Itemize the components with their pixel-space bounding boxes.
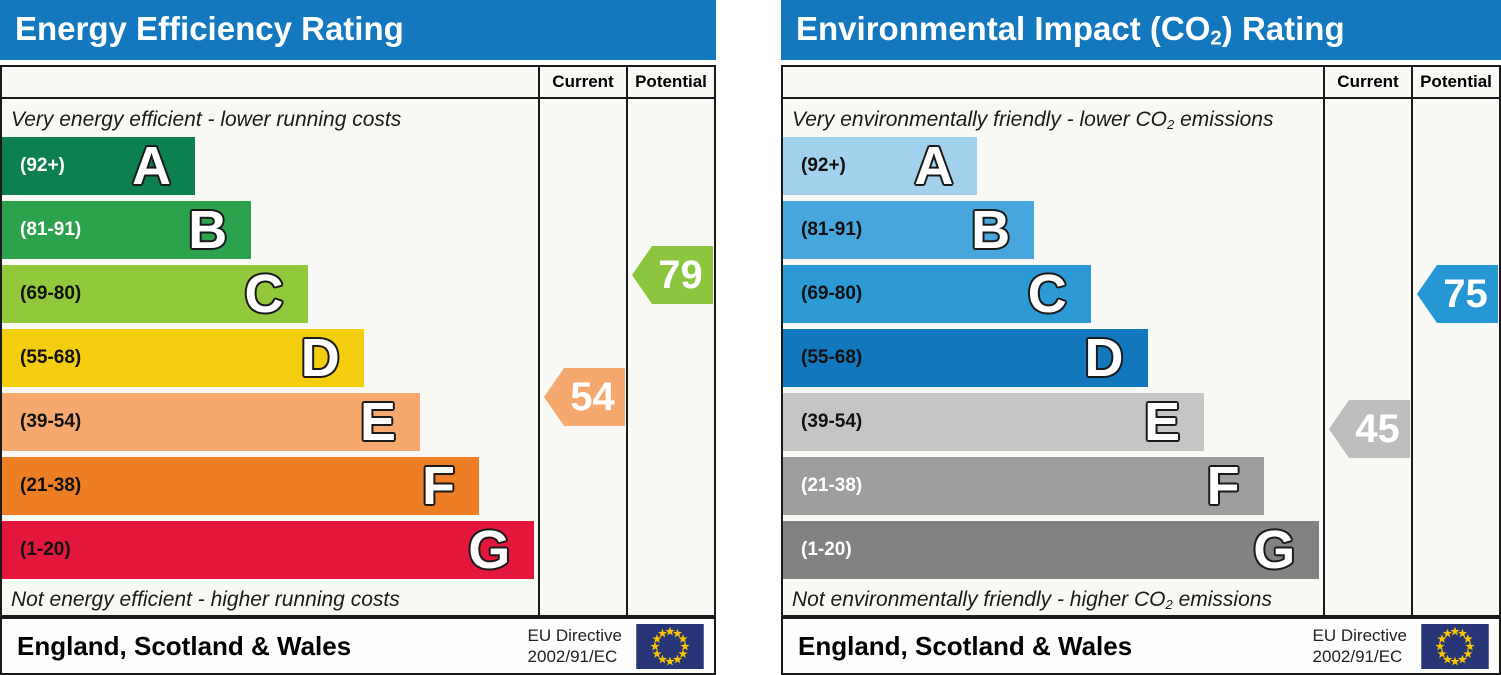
band-range-label: (55-68) bbox=[20, 347, 82, 368]
bottom-caption: Not environmentally friendly - higher CO… bbox=[792, 588, 1272, 612]
band-letter: A bbox=[131, 136, 171, 196]
eu-directive-label: EU Directive 2002/91/EC bbox=[1312, 625, 1407, 666]
table-body: Very environmentally friendly - lower CO… bbox=[783, 99, 1499, 615]
potential-marker-column: 79 bbox=[626, 99, 714, 615]
band-range-label: (39-54) bbox=[801, 411, 863, 432]
potential-rating-arrow: 79 bbox=[632, 246, 713, 304]
eu-directive-label: EU Directive 2002/91/EC bbox=[527, 625, 622, 666]
current-column-header: Current bbox=[1323, 67, 1411, 97]
band-range-label: (1-20) bbox=[801, 539, 852, 560]
current-marker-column: 45 bbox=[1323, 99, 1411, 615]
band-letter: G bbox=[1253, 520, 1296, 580]
environmental-panel-title: Environmental Impact (CO2) Rating bbox=[781, 0, 1501, 60]
header-spacer-cell bbox=[2, 67, 538, 97]
band-letter: D bbox=[300, 328, 340, 388]
band-range-label: (81-91) bbox=[20, 219, 82, 240]
panel-footer: England, Scotland & Wales EU Directive 20… bbox=[0, 617, 716, 675]
band-e: (39-54) E bbox=[783, 392, 1205, 452]
band-letter: C bbox=[244, 264, 284, 324]
potential-rating-value: 75 bbox=[1443, 271, 1488, 316]
band-g: (1-20) G bbox=[783, 520, 1320, 580]
band-range-label: (39-54) bbox=[20, 411, 82, 432]
band-c: (69-80) C bbox=[2, 265, 308, 323]
environmental-impact-rating-chart: Environmental Impact (CO2) Rating Curren… bbox=[781, 0, 1501, 675]
environmental-rating-table: Current Potential Very environmentally f… bbox=[781, 65, 1501, 617]
current-rating-value: 54 bbox=[570, 374, 615, 419]
top-caption: Very energy efficient - lower running co… bbox=[11, 108, 402, 131]
band-range-label: (81-91) bbox=[801, 219, 863, 240]
eu-flag-icon bbox=[636, 623, 704, 669]
band-a: (92+) A bbox=[783, 136, 978, 196]
band-letter: C bbox=[1027, 264, 1067, 324]
band-range-label: (1-20) bbox=[20, 539, 71, 560]
eu-flag-icon bbox=[1421, 623, 1489, 669]
band-letter: B bbox=[971, 200, 1011, 260]
current-marker-column: 54 bbox=[538, 99, 626, 615]
top-caption: Very environmentally friendly - lower CO… bbox=[792, 108, 1274, 132]
band-range-label: (55-68) bbox=[801, 347, 863, 368]
energy-rating-table: Current Potential Very energy efficient … bbox=[0, 65, 716, 617]
potential-column-header: Potential bbox=[626, 67, 714, 97]
band-letter: B bbox=[188, 200, 228, 260]
current-column-header: Current bbox=[538, 67, 626, 97]
band-letter: F bbox=[1206, 456, 1240, 516]
band-range-label: (69-80) bbox=[801, 283, 863, 304]
rating-bands: (92+) A (81-91) B (69-80) C (55-68) D (39-54) E (2… bbox=[2, 137, 538, 579]
band-e: (39-54) E bbox=[2, 392, 421, 452]
band-range-label: (92+) bbox=[20, 155, 65, 176]
rating-bands: (92+) A (81-91) B (69-80) C (55-68) D (39-54) E (2… bbox=[783, 137, 1323, 579]
panel-title-text: Environmental Impact (CO2) Rating bbox=[796, 9, 1345, 50]
band-b: (81-91) B bbox=[2, 200, 252, 260]
table-header-row: Current Potential bbox=[2, 67, 714, 99]
band-g: (1-20) G bbox=[2, 520, 535, 580]
region-label: England, Scotland & Wales bbox=[17, 630, 352, 661]
band-b: (81-91) B bbox=[783, 200, 1035, 260]
band-d: (55-68) D bbox=[2, 329, 364, 387]
region-label: England, Scotland & Wales bbox=[798, 630, 1133, 661]
bands-column: Very energy efficient - lower running co… bbox=[2, 99, 538, 615]
band-range-label: (92+) bbox=[801, 155, 846, 176]
bands-column: Very environmentally friendly - lower CO… bbox=[783, 99, 1323, 615]
current-rating-arrow: 54 bbox=[544, 368, 625, 426]
band-d: (55-68) D bbox=[783, 329, 1148, 387]
band-c: (69-80) C bbox=[783, 265, 1091, 323]
band-letter: E bbox=[1144, 392, 1181, 452]
potential-rating-value: 79 bbox=[658, 252, 703, 297]
potential-marker-column: 75 bbox=[1411, 99, 1499, 615]
band-f: (21-38) F bbox=[2, 456, 480, 516]
current-rating-arrow: 45 bbox=[1329, 400, 1410, 458]
bottom-caption: Not energy efficient - higher running co… bbox=[11, 588, 400, 611]
band-a: (92+) A bbox=[2, 137, 195, 195]
band-letter: E bbox=[360, 392, 397, 452]
band-letter: F bbox=[422, 456, 456, 516]
energy-panel-title: Energy Efficiency Rating bbox=[0, 0, 716, 60]
band-letter: G bbox=[468, 520, 511, 580]
table-header-row: Current Potential bbox=[783, 67, 1499, 99]
panel-footer: England, Scotland & Wales EU Directive 20… bbox=[781, 617, 1501, 675]
table-body: Very energy efficient - lower running co… bbox=[2, 99, 714, 615]
potential-column-header: Potential bbox=[1411, 67, 1499, 97]
current-rating-value: 45 bbox=[1355, 406, 1400, 451]
band-range-label: (21-38) bbox=[801, 475, 863, 496]
panel-title-text: Energy Efficiency Rating bbox=[15, 9, 404, 47]
band-range-label: (69-80) bbox=[20, 283, 82, 304]
band-letter: A bbox=[914, 136, 954, 196]
header-spacer-cell bbox=[783, 67, 1323, 97]
band-f: (21-38) F bbox=[783, 457, 1264, 515]
potential-rating-arrow: 75 bbox=[1417, 265, 1498, 323]
band-letter: D bbox=[1084, 328, 1124, 388]
band-range-label: (21-38) bbox=[20, 475, 82, 496]
energy-efficiency-rating-chart: Energy Efficiency Rating Current Potenti… bbox=[0, 0, 716, 675]
